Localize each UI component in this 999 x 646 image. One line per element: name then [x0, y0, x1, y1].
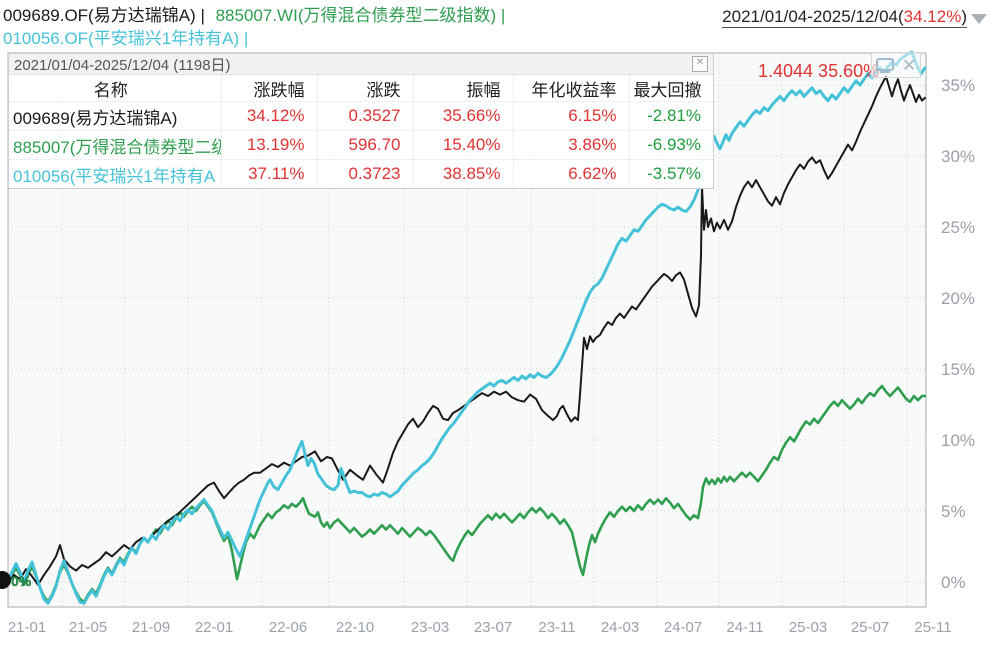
chevron-down-icon[interactable]: [971, 14, 987, 24]
x-axis-label: 22-01: [195, 619, 233, 636]
chart-legend-row-2: 010056.OF(平安瑞兴1年持有A) |: [3, 28, 254, 50]
start-marker-label: 0%: [11, 573, 32, 589]
y-axis-label: 15%: [941, 360, 975, 379]
stats-panel-title-bar[interactable]: 2021/01/04-2025/12/04 (1198日) ✕: [9, 54, 713, 75]
x-axis-label: 24-03: [601, 619, 639, 636]
y-axis-label: 0%: [941, 573, 966, 592]
fund-name: 010056(平安瑞兴1年持有A: [9, 159, 221, 188]
close-icon[interactable]: ✕: [692, 56, 708, 72]
date-range-prefix: 2021/01/04-2025/12/04(: [722, 7, 904, 26]
x-axis-label: 22-06: [269, 619, 307, 636]
x-axis-label: 24-07: [664, 619, 702, 636]
stats-table: 名称 涨跌幅 涨跌 振幅 年化收益率 最大回撤 009689(易方达瑞锦A) 3…: [9, 75, 713, 188]
latest-value-annotation: 1.4044 35.60%: [758, 61, 879, 81]
x-axis-label: 21-01: [8, 619, 46, 636]
amplitude: 38.85%: [412, 159, 513, 188]
x-axis-label: 25-07: [851, 619, 889, 636]
date-range-return: 34.12%: [903, 7, 962, 26]
y-axis-label: 5%: [941, 502, 966, 521]
x-axis-label: 21-09: [132, 619, 170, 636]
fund-name: 885007(万得混合债券型二级: [9, 130, 221, 160]
chart-legend-row-1: 009689.OF(易方达瑞锦A) | 885007.WI(万得混合债券型二级指…: [3, 5, 511, 27]
y-axis-label: 30%: [941, 147, 975, 166]
x-axis-label: 25-03: [789, 619, 827, 636]
date-range-text: 2021/01/04-2025/12/04(34.12%): [722, 7, 967, 28]
change: 0.3723: [316, 159, 413, 188]
change-pct: 34.12%: [220, 101, 317, 131]
change-pct: 13.19%: [220, 130, 317, 160]
x-axis-label: 21-05: [69, 619, 107, 636]
col-change: 涨跌: [316, 75, 413, 102]
max-drawdown: -6.93%: [628, 130, 713, 160]
max-drawdown: -2.81%: [628, 101, 713, 131]
change-pct: 37.11%: [220, 159, 317, 188]
date-range-suffix: ): [961, 7, 967, 26]
x-axis-label: 23-11: [538, 619, 575, 636]
amplitude: 35.66%: [412, 101, 513, 131]
col-max-drawdown: 最大回撤: [628, 75, 713, 102]
fund-name: 009689(易方达瑞锦A): [9, 101, 221, 131]
x-axis-label: 24-11: [726, 619, 763, 636]
table-row[interactable]: 009689(易方达瑞锦A) 34.12% 0.3527 35.66% 6.15…: [9, 101, 713, 131]
change: 0.3527: [316, 101, 413, 131]
col-change-pct: 涨跌幅: [220, 75, 317, 102]
x-axis-label: 25-11: [914, 619, 951, 636]
y-axis-label: 25%: [941, 218, 975, 237]
interval-stats-panel: 2021/01/04-2025/12/04 (1198日) ✕ 名称 涨跌幅 涨…: [8, 53, 714, 189]
table-row[interactable]: 885007(万得混合债券型二级 13.19% 596.70 15.40% 3.…: [9, 130, 713, 160]
x-axis-label: 23-07: [474, 619, 512, 636]
date-range-selector[interactable]: 2021/01/04-2025/12/04(34.12%): [722, 7, 987, 28]
series-line[interactable]: [6, 50, 927, 605]
col-annualized: 年化收益率: [512, 75, 629, 102]
legend-item-010056[interactable]: 010056.OF(平安瑞兴1年持有A) |: [3, 29, 249, 48]
y-axis-label: 20%: [941, 289, 975, 308]
col-name: 名称: [93, 80, 128, 100]
table-row[interactable]: 010056(平安瑞兴1年持有A 37.11% 0.3723 38.85% 6.…: [9, 159, 713, 188]
x-axis-label: 23-03: [411, 619, 449, 636]
chart-mini-toolbar: ✕: [871, 52, 921, 78]
annualized: 3.86%: [512, 130, 629, 160]
annualized: 6.15%: [512, 101, 629, 131]
y-axis-label: 10%: [941, 431, 975, 450]
change: 596.70: [316, 130, 413, 160]
amplitude: 15.40%: [412, 130, 513, 160]
close-icon[interactable]: ✕: [901, 55, 917, 75]
start-marker-dot: [0, 571, 11, 589]
legend-item-009689[interactable]: 009689.OF(易方达瑞锦A) |: [3, 6, 205, 25]
max-drawdown: -3.57%: [628, 159, 713, 188]
y-axis-label: 35%: [941, 76, 975, 95]
stats-header-row: 名称 涨跌幅 涨跌 振幅 年化收益率 最大回撤: [9, 75, 713, 102]
legend-item-885007[interactable]: 885007.WI(万得混合债券型二级指数) |: [215, 6, 506, 25]
x-axis-label: 22-10: [336, 619, 374, 636]
col-amplitude: 振幅: [412, 75, 513, 102]
save-image-icon[interactable]: [875, 57, 894, 73]
annualized: 6.62%: [512, 159, 629, 188]
series-line[interactable]: [7, 75, 926, 586]
stats-panel-title: 2021/01/04-2025/12/04 (1198日): [14, 56, 231, 74]
